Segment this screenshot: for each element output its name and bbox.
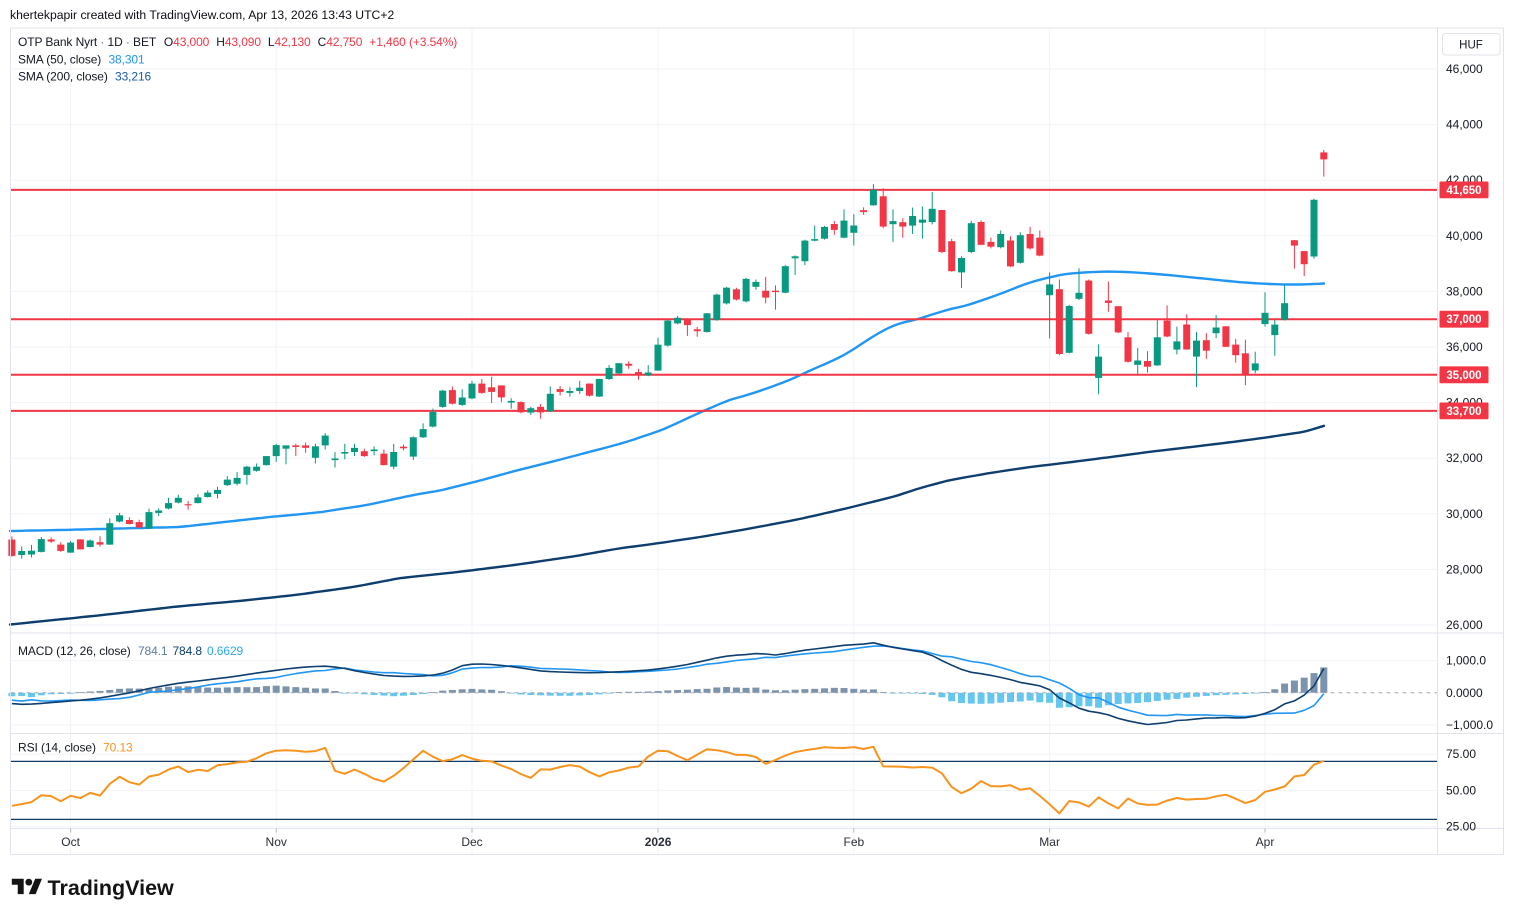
svg-text:33,700: 33,700	[1446, 406, 1481, 418]
svg-text:1,000.0: 1,000.0	[1446, 654, 1486, 668]
svg-text:38,000: 38,000	[1446, 284, 1483, 298]
svg-text:0.0000: 0.0000	[1446, 686, 1483, 700]
svg-text:Apr: Apr	[1256, 835, 1275, 849]
svg-text:HUF: HUF	[1459, 40, 1483, 52]
svg-text:Mar: Mar	[1039, 835, 1060, 849]
svg-text:44,000: 44,000	[1446, 118, 1483, 132]
svg-text:Dec: Dec	[461, 835, 482, 849]
svg-text:SMA (50, close) 38,301: SMA (50, close) 38,301	[18, 53, 145, 67]
svg-text:26,000: 26,000	[1446, 618, 1483, 632]
svg-text:32,000: 32,000	[1446, 451, 1483, 465]
svg-text:37,000: 37,000	[1446, 314, 1481, 326]
svg-text:41,650: 41,650	[1446, 185, 1481, 197]
svg-text:Oct: Oct	[61, 835, 80, 849]
svg-text:Nov: Nov	[266, 835, 287, 849]
svg-text:30,000: 30,000	[1446, 507, 1483, 521]
svg-text:−1,000.0: −1,000.0	[1446, 718, 1493, 732]
svg-text:40,000: 40,000	[1446, 229, 1483, 243]
svg-text:2026: 2026	[645, 835, 672, 849]
svg-text:khertekpapir created with Trad: khertekpapir created with TradingView.co…	[10, 8, 394, 22]
svg-text:36,000: 36,000	[1446, 340, 1483, 354]
svg-text:46,000: 46,000	[1446, 62, 1483, 76]
svg-text:TradingView: TradingView	[48, 876, 175, 900]
svg-text:Feb: Feb	[843, 835, 864, 849]
svg-text:RSI (14, close) 70.13: RSI (14, close) 70.13	[18, 741, 133, 755]
svg-text:25.00: 25.00	[1446, 820, 1476, 834]
svg-text:75.00: 75.00	[1446, 747, 1476, 761]
svg-text:SMA (200, close) 33,216: SMA (200, close) 33,216	[18, 70, 152, 84]
svg-text:28,000: 28,000	[1446, 562, 1483, 576]
svg-text:50.00: 50.00	[1446, 783, 1476, 797]
svg-text:35,000: 35,000	[1446, 370, 1481, 382]
